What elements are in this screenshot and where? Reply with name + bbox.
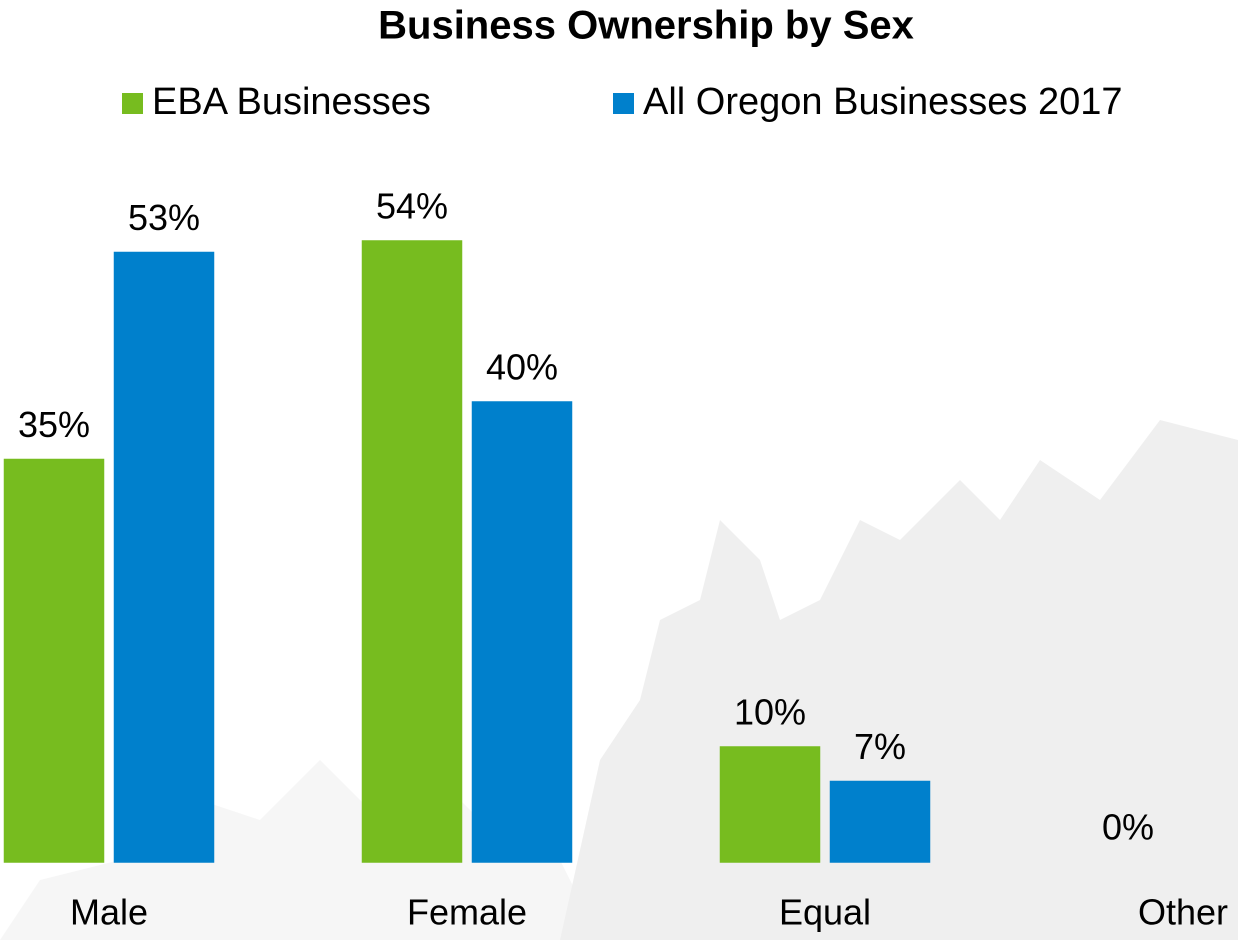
legend-swatch	[613, 93, 634, 114]
data-label: 35%	[18, 404, 90, 445]
x-tick-label: Female	[407, 892, 527, 933]
legend-label: EBA Businesses	[152, 81, 431, 123]
bar	[719, 746, 821, 863]
data-label: 40%	[486, 347, 558, 388]
data-label: 7%	[854, 726, 906, 767]
data-label: 0%	[1102, 807, 1154, 848]
bar	[829, 780, 931, 863]
bar	[471, 401, 573, 863]
data-label: 10%	[734, 692, 806, 733]
x-tick-label: Equal	[779, 892, 871, 933]
bar	[113, 251, 215, 863]
bar	[361, 240, 463, 863]
data-label: 54%	[376, 186, 448, 227]
data-label: 53%	[128, 197, 200, 238]
x-tick-label: Other	[1138, 892, 1228, 933]
bar	[3, 458, 105, 863]
legend-swatch	[122, 93, 143, 114]
legend-label: All Oregon Businesses 2017	[643, 81, 1123, 123]
x-tick-label: Male	[70, 892, 148, 933]
chart-title: Business Ownership by Sex	[378, 4, 914, 48]
